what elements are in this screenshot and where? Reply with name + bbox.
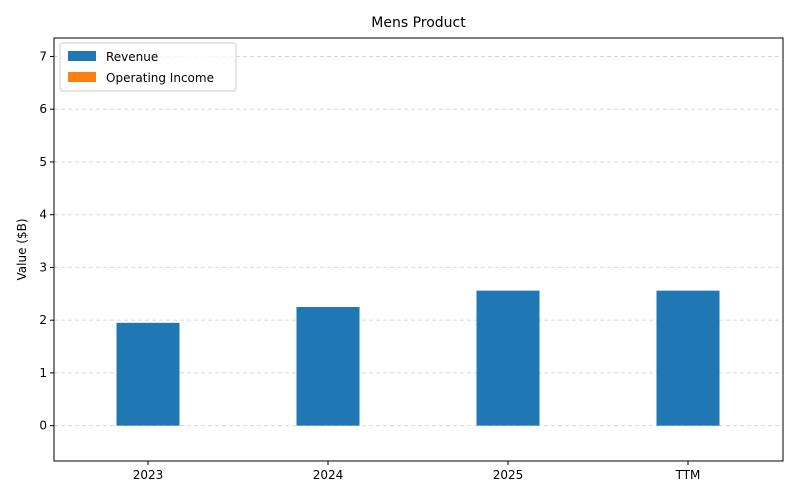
y-tick-label: 6 xyxy=(39,102,47,116)
y-tick-label: 5 xyxy=(39,155,47,169)
y-axis-label: Value ($B) xyxy=(15,219,29,281)
chart-title: Mens Product xyxy=(371,15,466,31)
y-tick-label: 1 xyxy=(39,366,47,380)
bar-revenue xyxy=(656,290,720,426)
y-tick-label: 7 xyxy=(39,49,47,63)
x-tick-label: TTM xyxy=(675,468,701,482)
x-tick-label: 2023 xyxy=(133,468,164,482)
bar-revenue xyxy=(296,306,360,426)
y-axis-ticks: 0 1 2 3 4 5 6 7 xyxy=(39,49,54,433)
x-tick-label: 2025 xyxy=(493,468,524,482)
legend-swatch xyxy=(68,72,96,82)
x-tick-label: 2024 xyxy=(313,468,344,482)
legend-label: Operating Income xyxy=(106,71,214,85)
legend-swatch xyxy=(68,51,96,61)
y-tick-label: 0 xyxy=(39,419,47,433)
bar-revenue xyxy=(476,290,540,426)
plot-area-frame xyxy=(53,37,784,462)
bars xyxy=(116,290,720,426)
legend: Revenue Operating Income xyxy=(59,42,237,92)
y-tick-label: 3 xyxy=(39,260,47,274)
x-axis-ticks: 2023 2024 2025 TTM xyxy=(133,461,701,482)
y-tick-label: 4 xyxy=(39,208,47,222)
legend-label: Revenue xyxy=(106,50,158,64)
legend-box xyxy=(59,42,237,92)
bar-revenue xyxy=(116,322,180,426)
y-tick-label: 2 xyxy=(39,313,47,327)
